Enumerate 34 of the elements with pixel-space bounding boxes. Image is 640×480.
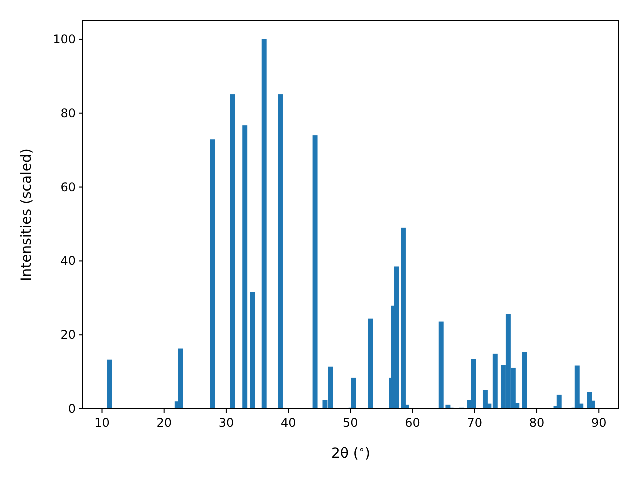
x-tick-label: 60 (405, 416, 420, 430)
x-tick-label: 20 (156, 416, 172, 430)
bar (107, 360, 112, 409)
x-tick-label: 10 (94, 416, 110, 430)
bar (351, 378, 356, 409)
y-tick-label: 60 (60, 180, 76, 194)
bar (312, 136, 318, 409)
bar (522, 352, 528, 409)
x-axis-title: 2θ ($^{∘}$) (332, 444, 370, 462)
y-tick-label: 20 (60, 328, 76, 342)
y-axis-title: Intensities (scaled) (19, 148, 35, 282)
x-tick-label: 50 (343, 416, 358, 430)
y-tick-label: 80 (60, 106, 76, 120)
bar (401, 228, 406, 409)
x-tick-label: 70 (467, 416, 483, 430)
bar (482, 390, 488, 409)
y-tick-label: 40 (60, 254, 76, 268)
bar (574, 366, 580, 409)
bar (471, 359, 476, 409)
bar (242, 126, 248, 409)
y-tick-label: 0 (68, 402, 76, 416)
bar (368, 318, 374, 409)
x-tick-label: 80 (529, 416, 545, 430)
bar (210, 140, 216, 409)
x-tick-label: 90 (591, 416, 607, 430)
x-tick-label: 40 (280, 416, 296, 430)
bar (278, 94, 283, 409)
bar (178, 348, 183, 409)
bar (250, 292, 256, 409)
bar (556, 394, 562, 409)
bar (230, 94, 236, 409)
y-tick-label: 100 (53, 32, 76, 46)
x-tick-label: 30 (218, 416, 234, 430)
bar (262, 39, 267, 409)
